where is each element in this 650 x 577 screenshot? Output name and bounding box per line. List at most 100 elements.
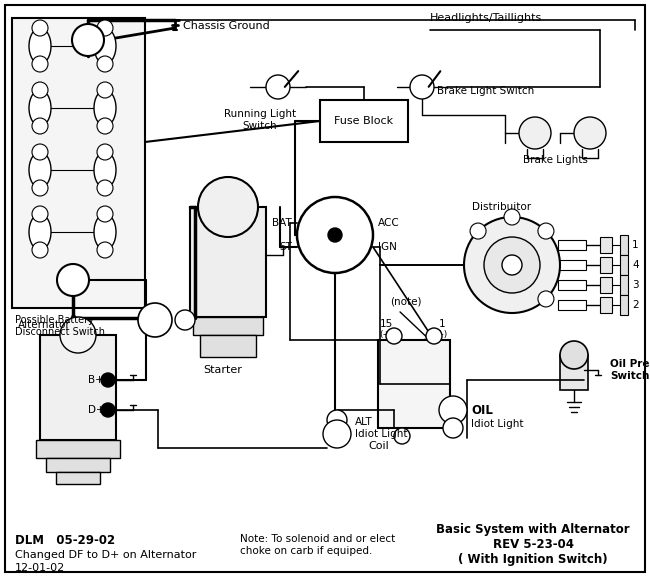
Bar — [558, 240, 586, 250]
Text: Running Light
Switch: Running Light Switch — [224, 109, 296, 130]
Text: −: − — [82, 32, 94, 47]
Circle shape — [574, 117, 606, 149]
Circle shape — [138, 303, 172, 337]
Circle shape — [97, 206, 113, 222]
Bar — [600, 297, 612, 313]
Circle shape — [97, 180, 113, 196]
Text: ST: ST — [279, 242, 292, 252]
Bar — [558, 280, 586, 290]
Bar — [56, 472, 100, 484]
Text: 3: 3 — [632, 280, 638, 290]
Circle shape — [32, 56, 48, 72]
Ellipse shape — [29, 90, 51, 126]
Circle shape — [464, 217, 560, 313]
Circle shape — [443, 418, 463, 438]
Circle shape — [97, 144, 113, 160]
Text: ALT
Idiot Light: ALT Idiot Light — [355, 417, 408, 439]
Circle shape — [32, 82, 48, 98]
Circle shape — [426, 328, 442, 344]
Bar — [378, 340, 450, 428]
Circle shape — [560, 341, 588, 369]
Text: 1: 1 — [439, 319, 445, 329]
Bar — [620, 295, 628, 315]
Bar — [36, 440, 120, 458]
Circle shape — [97, 82, 113, 98]
Circle shape — [101, 403, 115, 417]
Text: IGN: IGN — [378, 242, 397, 252]
Circle shape — [502, 255, 522, 275]
Circle shape — [266, 75, 290, 99]
Circle shape — [32, 144, 48, 160]
Text: Fuse Block: Fuse Block — [335, 116, 393, 126]
Bar — [320, 100, 408, 142]
Bar — [12, 18, 145, 308]
Bar — [600, 277, 612, 293]
Bar — [600, 257, 612, 273]
Text: Brake Light Switch: Brake Light Switch — [437, 86, 534, 96]
Text: Headlights/Taillights: Headlights/Taillights — [430, 13, 542, 23]
Text: (note): (note) — [390, 297, 421, 307]
Text: +: + — [67, 273, 79, 287]
Text: Possible Battery
Disconnect Switch: Possible Battery Disconnect Switch — [15, 315, 105, 337]
Circle shape — [538, 223, 554, 239]
Text: 2: 2 — [632, 300, 638, 310]
Circle shape — [470, 223, 486, 239]
Circle shape — [32, 118, 48, 134]
Text: Idiot Light: Idiot Light — [471, 419, 523, 429]
Text: Note: To solenoid and or elect
choke on carb if equiped.: Note: To solenoid and or elect choke on … — [240, 534, 395, 556]
Text: (+): (+) — [379, 329, 393, 339]
Bar — [558, 260, 586, 270]
Circle shape — [32, 206, 48, 222]
Text: BAT: BAT — [272, 218, 292, 228]
Circle shape — [60, 317, 96, 353]
Ellipse shape — [29, 28, 51, 64]
Circle shape — [101, 373, 115, 387]
Circle shape — [72, 24, 104, 56]
Text: DLM   05-29-02: DLM 05-29-02 — [15, 534, 115, 546]
Circle shape — [504, 209, 520, 225]
Text: B+: B+ — [88, 375, 104, 385]
Text: 1: 1 — [632, 240, 638, 250]
Text: 15: 15 — [380, 319, 393, 329]
Circle shape — [97, 242, 113, 258]
Circle shape — [394, 428, 410, 444]
Bar — [193, 317, 263, 335]
Circle shape — [538, 291, 554, 307]
Text: (-): (-) — [437, 329, 447, 339]
Text: Alternator: Alternator — [18, 320, 71, 330]
Text: Chassis Ground: Chassis Ground — [183, 21, 270, 31]
Bar — [46, 458, 110, 472]
Circle shape — [32, 242, 48, 258]
Text: 4: 4 — [632, 260, 638, 270]
Circle shape — [410, 75, 434, 99]
Bar — [620, 255, 628, 275]
Circle shape — [97, 56, 113, 72]
Bar — [620, 235, 628, 255]
Ellipse shape — [94, 28, 116, 64]
Ellipse shape — [94, 152, 116, 188]
Ellipse shape — [29, 214, 51, 250]
Bar — [560, 355, 588, 390]
Circle shape — [484, 237, 540, 293]
Text: Brake Lights: Brake Lights — [523, 155, 588, 165]
Text: Coil: Coil — [368, 441, 389, 451]
Circle shape — [439, 396, 467, 424]
Circle shape — [32, 20, 48, 36]
Circle shape — [57, 264, 89, 296]
Circle shape — [328, 228, 342, 242]
Text: Changed DF to D+ on Alternator: Changed DF to D+ on Alternator — [15, 550, 196, 560]
Circle shape — [97, 118, 113, 134]
Bar — [190, 207, 266, 317]
Ellipse shape — [94, 214, 116, 250]
Circle shape — [297, 197, 373, 273]
Text: 12-01-02: 12-01-02 — [15, 563, 65, 573]
Text: Starter: Starter — [203, 365, 242, 375]
Ellipse shape — [94, 90, 116, 126]
Circle shape — [97, 20, 113, 36]
Text: Distribuitor: Distribuitor — [472, 202, 531, 212]
Text: OIL: OIL — [471, 403, 493, 417]
Text: Oil Pressure
Switch: Oil Pressure Switch — [610, 359, 650, 381]
Text: Basic System with Alternator
REV 5-23-04
( With Ignition Switch): Basic System with Alternator REV 5-23-04… — [436, 523, 630, 567]
Bar — [600, 237, 612, 253]
Bar — [200, 335, 256, 357]
